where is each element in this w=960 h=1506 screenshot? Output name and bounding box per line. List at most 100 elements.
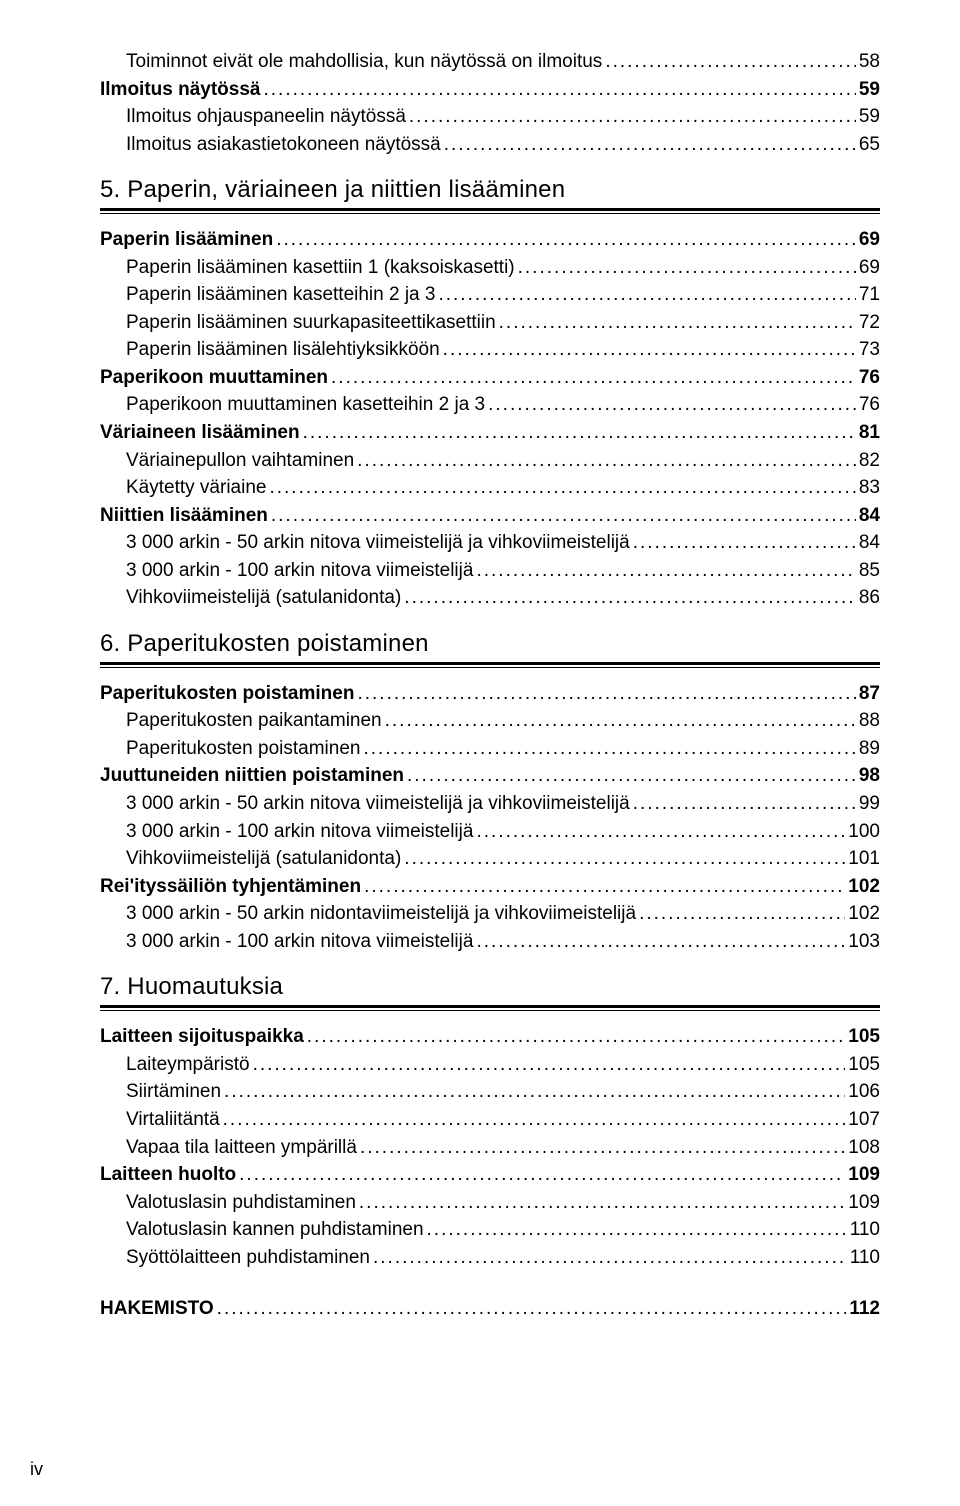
toc-entry-label: Paperin lisääminen kasettiin 1 (kaksoisk… (126, 254, 515, 282)
toc-entry: Vapaa tila laitteen ympärillä108 (100, 1134, 880, 1162)
toc-entry-label: Paperin lisääminen lisälehtiyksikköön (126, 336, 440, 364)
toc-leader-dots (499, 309, 856, 337)
toc-entry: Laitteen huolto109 (100, 1161, 880, 1189)
toc-entry: Paperin lisääminen kasetteihin 2 ja 3 71 (100, 281, 880, 309)
toc-entry-label: Valotuslasin puhdistaminen (126, 1189, 356, 1217)
toc-entry: 3 000 arkin - 100 arkin nitova viimeiste… (100, 557, 880, 585)
toc-entry-label: 3 000 arkin - 100 arkin nitova viimeiste… (126, 557, 473, 585)
chapter-rule (100, 662, 880, 668)
toc-leader-dots (264, 76, 856, 104)
toc-entry-page: 88 (859, 707, 880, 735)
toc-entry: Paperitukosten poistaminen87 (100, 680, 880, 708)
chapter-rule (100, 1005, 880, 1011)
toc-leader-dots (404, 584, 856, 612)
toc-entry-page: 109 (848, 1189, 880, 1217)
toc-entry-label: Toiminnot eivät ole mahdollisia, kun näy… (126, 48, 602, 76)
chapter-rule (100, 208, 880, 214)
toc-entry-label: Ilmoitus näytössä (100, 76, 261, 104)
toc-entry: Väriaineen lisääminen81 (100, 419, 880, 447)
toc-leader-dots (363, 735, 855, 763)
toc-entry-page: 110 (850, 1244, 880, 1272)
toc-entry: 3 000 arkin - 50 arkin nidontaviimeistel… (100, 900, 880, 928)
toc-entry: Paperitukosten poistaminen89 (100, 735, 880, 763)
page-number: iv (30, 1459, 43, 1480)
toc-entry-label: Paperikoon muuttaminen kasetteihin 2 ja … (126, 391, 485, 419)
toc-leader-dots (427, 1216, 847, 1244)
toc-entry-label: Ilmoitus ohjauspaneelin näytössä (126, 103, 406, 131)
toc-entry: Virtaliitäntä107 (100, 1106, 880, 1134)
toc-entry-label: Laitteen huolto (100, 1161, 236, 1189)
toc-entry-label: 3 000 arkin - 50 arkin nitova viimeistel… (126, 790, 630, 818)
toc-entry: Paperikoon muuttaminen76 (100, 364, 880, 392)
toc-entry-page: 106 (848, 1078, 880, 1106)
toc-entry: Paperin lisääminen69 (100, 226, 880, 254)
toc-leader-dots (303, 419, 856, 447)
toc-entry-page: 100 (848, 818, 880, 846)
toc-entry: Laiteympäristö105 (100, 1051, 880, 1079)
toc-entry: 3 000 arkin - 50 arkin nitova viimeistel… (100, 529, 880, 557)
toc-leader-dots (639, 900, 845, 928)
toc-leader-dots (633, 790, 856, 818)
toc-entry-page: 73 (859, 336, 880, 364)
toc-leader-dots (438, 281, 855, 309)
toc-entry-page: 112 (849, 1295, 880, 1323)
toc-entry-label: Laitteen sijoituspaikka (100, 1023, 304, 1051)
toc-entry: Paperikoon muuttaminen kasetteihin 2 ja … (100, 391, 880, 419)
toc-entry-label: Juuttuneiden niittien poistaminen (100, 762, 404, 790)
toc-entry: Toiminnot eivät ole mahdollisia, kun näy… (100, 48, 880, 76)
toc-entry: Paperitukosten paikantaminen 88 (100, 707, 880, 735)
toc-entry: Paperin lisääminen kasettiin 1 (kaksoisk… (100, 254, 880, 282)
toc-leader-dots (307, 1023, 846, 1051)
toc-leader-dots (360, 1134, 845, 1162)
toc-entry-page: 69 (859, 226, 880, 254)
toc-leader-dots (331, 364, 856, 392)
toc-entry-label: 3 000 arkin - 50 arkin nitova viimeistel… (126, 529, 630, 557)
toc-entry: Laitteen sijoituspaikka 105 (100, 1023, 880, 1051)
toc-entry-label: Niittien lisääminen (100, 502, 268, 530)
toc-entry-label: Paperin lisääminen kasetteihin 2 ja 3 (126, 281, 435, 309)
toc-entry-page: 86 (859, 584, 880, 612)
toc-entry: HAKEMISTO 112 (100, 1295, 880, 1323)
toc-entry-label: Virtaliitäntä (126, 1106, 220, 1134)
toc-leader-dots (444, 131, 856, 159)
toc-entry: Väriainepullon vaihtaminen82 (100, 447, 880, 475)
toc-entry-label: Käytetty väriaine (126, 474, 266, 502)
toc-entry: Käytetty väriaine83 (100, 474, 880, 502)
toc-entry-page: 105 (848, 1023, 880, 1051)
toc-leader-dots (605, 48, 856, 76)
toc-entry-label: Vihkoviimeistelijä (satulanidonta) (126, 845, 401, 873)
toc-entry-page: 84 (859, 529, 880, 557)
toc-entry-label: 3 000 arkin - 50 arkin nidontaviimeistel… (126, 900, 636, 928)
toc-entry-page: 101 (848, 845, 880, 873)
toc-entry: 3 000 arkin - 100 arkin nitova viimeiste… (100, 928, 880, 956)
toc-leader-dots (633, 529, 856, 557)
toc-entry-page: 76 (859, 391, 880, 419)
toc-entry: 3 000 arkin - 50 arkin nitova viimeistel… (100, 790, 880, 818)
toc-entry-label: Väriainepullon vaihtaminen (126, 447, 354, 475)
toc-entry-page: 71 (859, 281, 880, 309)
toc-entry: Juuttuneiden niittien poistaminen98 (100, 762, 880, 790)
toc-entry-page: 103 (848, 928, 880, 956)
toc-entry-label: Laiteympäristö (126, 1051, 250, 1079)
toc-leader-dots (488, 391, 856, 419)
toc-leader-dots (409, 103, 856, 131)
toc-leader-dots (253, 1051, 846, 1079)
toc-entry-label: Paperitukosten paikantaminen (126, 707, 382, 735)
toc-entry-label: Valotuslasin kannen puhdistaminen (126, 1216, 424, 1244)
toc-entry-label: Syöttölaitteen puhdistaminen (126, 1244, 370, 1272)
toc-entry-page: 110 (850, 1216, 880, 1244)
toc-entry-page: 81 (859, 419, 880, 447)
toc-entry: Valotuslasin kannen puhdistaminen 110 (100, 1216, 880, 1244)
chapter-heading: 6. Paperitukosten poistaminen (100, 630, 880, 658)
toc-leader-dots (518, 254, 856, 282)
toc-leader-dots (443, 336, 856, 364)
toc-leader-dots (476, 928, 845, 956)
toc-leader-dots (404, 845, 845, 873)
toc-entry-page: 102 (848, 900, 880, 928)
toc-entry-label: Siirtäminen (126, 1078, 221, 1106)
toc-leader-dots (269, 474, 855, 502)
toc-entry-label: Paperitukosten poistaminen (126, 735, 360, 763)
toc-entry-page: 65 (859, 131, 880, 159)
toc-leader-dots (364, 873, 845, 901)
toc-entry: Ilmoitus ohjauspaneelin näytössä59 (100, 103, 880, 131)
